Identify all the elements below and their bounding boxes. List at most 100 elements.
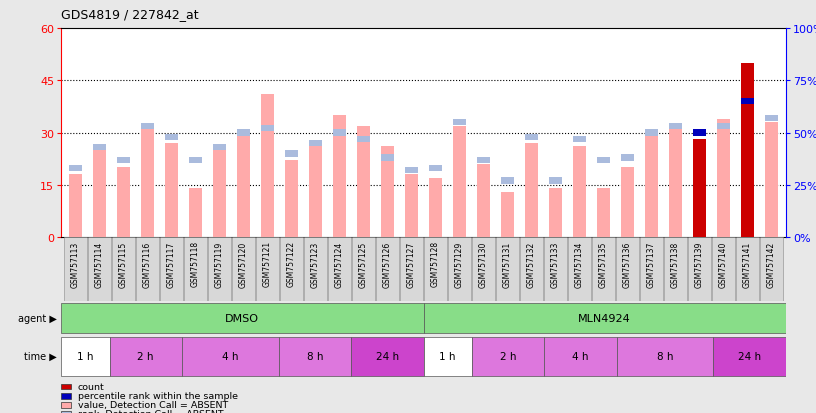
Text: GSM757136: GSM757136 — [623, 241, 632, 287]
Text: GSM757128: GSM757128 — [431, 241, 440, 287]
Bar — [357, 136, 370, 142]
Bar — [261, 95, 274, 237]
Bar — [424, 337, 472, 376]
Bar — [237, 130, 251, 136]
Bar — [616, 237, 639, 301]
Bar — [453, 126, 466, 237]
Text: 4 h: 4 h — [572, 351, 589, 361]
Bar — [621, 168, 634, 237]
Text: 24 h: 24 h — [375, 351, 399, 361]
Text: 2 h: 2 h — [137, 351, 154, 361]
Bar — [669, 130, 682, 237]
Text: GSM757119: GSM757119 — [215, 241, 224, 287]
Bar — [472, 237, 495, 301]
Bar — [544, 337, 617, 376]
Bar — [669, 124, 682, 130]
Bar — [61, 337, 109, 376]
Text: GSM757132: GSM757132 — [527, 241, 536, 287]
Bar — [501, 178, 514, 184]
Bar — [741, 99, 754, 105]
Bar — [688, 237, 712, 301]
Bar — [592, 237, 615, 301]
Bar — [88, 237, 111, 301]
Bar — [309, 144, 322, 237]
Bar — [141, 124, 154, 130]
Bar — [351, 337, 424, 376]
Text: GSM757126: GSM757126 — [383, 241, 392, 287]
Bar — [285, 161, 298, 237]
Bar — [112, 237, 135, 301]
Bar — [333, 130, 346, 136]
Bar — [596, 189, 610, 237]
Text: GSM757117: GSM757117 — [167, 241, 176, 287]
Bar — [573, 147, 586, 237]
Bar — [304, 237, 327, 301]
Bar — [645, 130, 658, 136]
Bar — [141, 126, 154, 237]
Bar — [333, 116, 346, 237]
Bar — [117, 168, 131, 237]
Bar — [716, 119, 730, 237]
Bar — [496, 237, 519, 301]
Bar — [693, 130, 706, 136]
Bar — [549, 189, 562, 237]
Text: 4 h: 4 h — [222, 351, 238, 361]
Text: GSM757121: GSM757121 — [263, 241, 272, 287]
Text: GSM757120: GSM757120 — [239, 241, 248, 287]
Text: GSM757140: GSM757140 — [719, 241, 728, 287]
Text: GSM757142: GSM757142 — [767, 241, 776, 287]
Bar — [741, 64, 754, 237]
Bar — [596, 157, 610, 164]
Text: GSM757127: GSM757127 — [407, 241, 416, 287]
Bar — [261, 126, 274, 132]
Bar — [184, 237, 207, 301]
Text: GDS4819 / 227842_at: GDS4819 / 227842_at — [61, 8, 199, 21]
Bar — [713, 337, 786, 376]
Bar — [237, 133, 251, 237]
Text: MLN4924: MLN4924 — [579, 313, 631, 323]
Text: GSM757114: GSM757114 — [95, 241, 104, 287]
Bar — [736, 237, 759, 301]
Bar — [568, 237, 592, 301]
Bar — [424, 237, 447, 301]
Text: DMSO: DMSO — [225, 313, 259, 323]
Text: 1 h: 1 h — [77, 351, 94, 361]
Text: 8 h: 8 h — [657, 351, 673, 361]
Bar — [525, 134, 538, 140]
Bar — [189, 157, 202, 164]
Bar — [400, 237, 424, 301]
Bar — [448, 237, 472, 301]
Text: GSM757137: GSM757137 — [647, 241, 656, 287]
Bar — [573, 136, 586, 142]
Bar — [109, 337, 182, 376]
Text: GSM757129: GSM757129 — [455, 241, 464, 287]
Bar — [405, 175, 418, 237]
Text: GSM757135: GSM757135 — [599, 241, 608, 287]
Bar — [278, 337, 351, 376]
Text: rank, Detection Call = ABSENT: rank, Detection Call = ABSENT — [78, 409, 223, 413]
Bar — [280, 237, 304, 301]
Text: percentile rank within the sample: percentile rank within the sample — [78, 391, 237, 400]
Bar — [69, 175, 82, 237]
Text: GSM757113: GSM757113 — [71, 241, 80, 287]
Text: 8 h: 8 h — [307, 351, 323, 361]
Bar — [328, 237, 351, 301]
Bar — [424, 303, 786, 333]
Bar — [477, 164, 490, 237]
Text: GSM757115: GSM757115 — [119, 241, 128, 287]
Bar — [712, 237, 735, 301]
Text: GSM757116: GSM757116 — [143, 241, 152, 287]
Text: 1 h: 1 h — [439, 351, 456, 361]
Bar — [61, 303, 424, 333]
Bar — [663, 237, 687, 301]
Text: agent ▶: agent ▶ — [18, 313, 57, 323]
Bar — [117, 157, 131, 164]
Bar — [208, 237, 231, 301]
Text: GSM757122: GSM757122 — [287, 241, 296, 287]
Bar — [429, 178, 442, 237]
Bar — [381, 155, 394, 161]
Bar — [182, 337, 278, 376]
Bar — [760, 237, 783, 301]
Text: GSM757118: GSM757118 — [191, 241, 200, 287]
Bar — [69, 166, 82, 172]
